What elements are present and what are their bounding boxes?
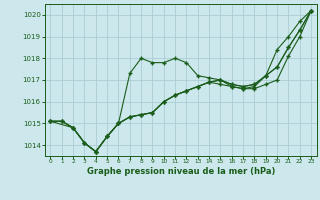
X-axis label: Graphe pression niveau de la mer (hPa): Graphe pression niveau de la mer (hPa) <box>87 167 275 176</box>
